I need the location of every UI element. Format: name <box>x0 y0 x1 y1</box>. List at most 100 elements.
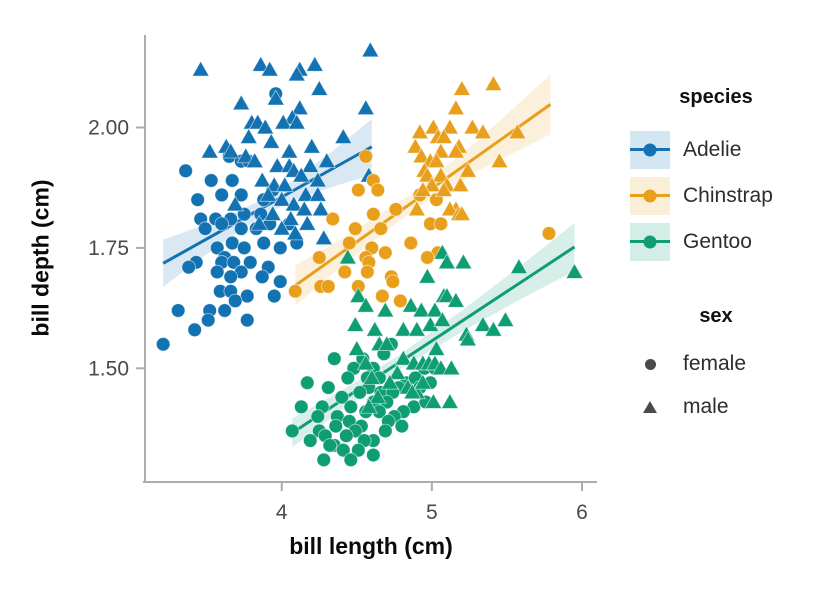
data-point-gentoo-male <box>440 392 459 409</box>
data-point-gentoo-male <box>496 310 515 327</box>
data-point-adelie-male <box>356 99 375 116</box>
data-point-adelie-male <box>239 127 258 144</box>
data-point-gentoo-female <box>340 370 356 386</box>
data-point-adelie-female <box>228 293 243 309</box>
data-point-gentoo-female <box>339 428 354 443</box>
data-point-adelie-female <box>200 312 216 328</box>
data-point-adelie-female <box>273 274 288 289</box>
data-point-gentoo-male <box>437 253 456 270</box>
data-point-chinstrap-male <box>452 204 471 221</box>
gentoo-key-icon <box>630 223 670 261</box>
data-point-chinstrap-male <box>422 176 441 193</box>
data-point-chinstrap-female <box>358 149 374 164</box>
data-point-adelie-female <box>240 312 255 328</box>
data-point-chinstrap-female <box>348 221 363 236</box>
data-point-gentoo-female <box>322 438 337 453</box>
data-point-chinstrap-male <box>451 176 470 193</box>
legend-label-chinstrap: Chinstrap <box>683 184 773 207</box>
data-point-adelie-male <box>361 41 380 58</box>
data-point-adelie-female <box>255 269 270 285</box>
data-point-adelie-female <box>181 259 196 275</box>
data-point-adelie-female <box>240 288 255 304</box>
data-point-adelie-female <box>214 216 229 232</box>
data-point-chinstrap-female <box>342 235 357 251</box>
data-point-adelie-female <box>267 288 282 304</box>
data-point-gentoo-male <box>509 257 529 274</box>
data-point-adelie-male <box>221 142 240 159</box>
x-tick-label: 6 <box>576 501 588 524</box>
legend-item-gentoo[interactable]: Gentoo <box>630 223 830 261</box>
data-point-chinstrap-male <box>406 137 425 154</box>
data-point-adelie-male <box>263 204 282 221</box>
data-point-chinstrap-female <box>337 264 353 280</box>
data-point-gentoo-male <box>413 373 432 390</box>
data-point-chinstrap-male <box>446 142 465 159</box>
data-point-adelie-male <box>280 142 299 159</box>
data-point-gentoo-male <box>433 310 452 327</box>
data-point-gentoo-female <box>316 452 331 468</box>
legend-label-gentoo: Gentoo <box>683 230 752 253</box>
legend-sex-title: sex <box>699 305 733 327</box>
data-point-chinstrap-male <box>427 151 446 168</box>
data-point-chinstrap-female <box>378 245 393 260</box>
data-point-adelie-male <box>292 166 311 183</box>
y-tick-label: 1.75 <box>88 237 129 260</box>
data-point-adelie-female <box>237 240 252 256</box>
data-point-chinstrap-male <box>484 74 503 91</box>
data-point-adelie-male <box>262 132 281 149</box>
data-point-adelie-female <box>234 221 249 236</box>
data-point-chinstrap-male <box>473 123 492 140</box>
data-point-chinstrap-male <box>431 166 450 183</box>
data-point-gentoo-female <box>294 399 309 415</box>
data-point-chinstrap-female <box>403 235 419 251</box>
data-point-gentoo-female <box>285 423 300 439</box>
data-point-adelie-female <box>225 173 240 188</box>
data-point-adelie-female <box>190 192 205 207</box>
data-point-gentoo-male <box>338 248 357 265</box>
data-point-gentoo-male <box>403 383 422 400</box>
data-point-adelie-male <box>272 190 291 207</box>
data-point-chinstrap-female <box>360 264 375 280</box>
data-point-chinstrap-male <box>413 180 432 197</box>
data-point-adelie-female <box>187 322 202 337</box>
data-point-gentoo-male <box>425 301 444 318</box>
data-point-chinstrap-female <box>373 221 389 236</box>
legend-item-female[interactable]: female <box>630 346 830 382</box>
data-point-gentoo-female <box>334 390 350 405</box>
data-point-adelie-male <box>251 55 270 72</box>
data-point-gentoo-male <box>356 354 375 371</box>
data-point-gentoo-male <box>356 296 375 313</box>
legend-species-title: species <box>679 86 753 108</box>
data-point-adelie-male <box>287 65 306 82</box>
data-point-chinstrap-male <box>434 127 453 144</box>
data-point-adelie-male <box>286 224 305 241</box>
data-point-chinstrap-female <box>366 206 381 222</box>
data-point-gentoo-male <box>484 320 503 337</box>
data-point-chinstrap-male <box>440 200 459 217</box>
legend-item-male[interactable]: male <box>630 389 830 425</box>
data-point-adelie-male <box>281 209 300 226</box>
data-point-gentoo-female <box>336 443 351 458</box>
data-point-gentoo-female <box>321 380 336 395</box>
data-point-gentoo-male <box>442 359 461 376</box>
data-point-adelie-female <box>256 235 271 251</box>
data-point-adelie-male <box>272 219 291 236</box>
data-point-adelie-male <box>296 185 315 202</box>
data-point-chinstrap-male <box>412 147 431 164</box>
data-point-adelie-female <box>234 187 249 203</box>
data-point-adelie-female <box>178 163 193 179</box>
legend-item-adelie[interactable]: Adelie <box>630 131 830 169</box>
data-point-gentoo-male <box>458 330 477 347</box>
data-point-chinstrap-female <box>393 293 408 309</box>
data-point-adelie-female <box>243 255 258 270</box>
legend-label-male: male <box>683 395 729 418</box>
data-point-chinstrap-male <box>490 151 509 168</box>
data-point-gentoo-male <box>368 388 387 405</box>
data-point-adelie-male <box>311 200 330 217</box>
data-point-adelie-male <box>274 113 293 130</box>
data-point-adelie-male <box>226 195 245 212</box>
data-point-gentoo-female <box>300 375 315 390</box>
legend-item-chinstrap[interactable]: Chinstrap <box>630 177 830 215</box>
data-point-chinstrap-female <box>312 250 327 265</box>
